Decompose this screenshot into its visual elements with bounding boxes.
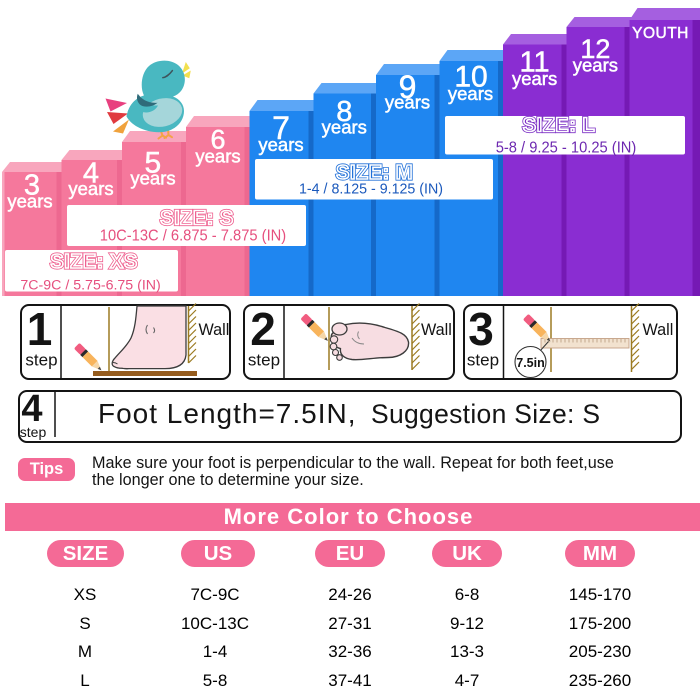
- svg-text:step: step: [20, 424, 47, 440]
- svg-text:12: 12: [580, 34, 610, 64]
- svg-text:9: 9: [399, 69, 417, 105]
- svg-text:YOUTH: YOUTH: [632, 25, 689, 42]
- svg-text:5: 5: [144, 147, 161, 180]
- svg-text:10: 10: [454, 61, 487, 94]
- svg-text:10C-13C / 6.875 - 7.875 (IN): 10C-13C / 6.875 - 7.875 (IN): [100, 227, 286, 245]
- svg-text:SIZE: M: SIZE: M: [336, 162, 413, 184]
- svg-text:step: step: [25, 351, 57, 370]
- svg-text:years: years: [68, 178, 113, 199]
- svg-text:7.5in: 7.5in: [516, 356, 545, 370]
- svg-text:step: step: [467, 351, 499, 370]
- svg-text:years: years: [322, 117, 367, 138]
- svg-text:years: years: [385, 91, 430, 112]
- svg-text:4: 4: [21, 388, 42, 430]
- svg-text:7C-9C / 5.75-6.75 (IN): 7C-9C / 5.75-6.75 (IN): [20, 278, 160, 294]
- svg-text:years: years: [195, 146, 240, 167]
- svg-text:SIZE: XS: SIZE: XS: [50, 251, 137, 273]
- svg-text:Wall: Wall: [421, 321, 452, 339]
- svg-text:3: 3: [468, 303, 494, 355]
- svg-text:11: 11: [520, 47, 550, 79]
- svg-text:years: years: [130, 168, 175, 189]
- svg-text:SIZE: XS: SIZE: XS: [50, 251, 137, 273]
- svg-text:years: years: [448, 83, 493, 104]
- svg-text:SIZE: L: SIZE: L: [523, 115, 595, 137]
- svg-text:5-8 / 9.25 - 10.25 (IN): 5-8 / 9.25 - 10.25 (IN): [496, 139, 637, 157]
- svg-text:6: 6: [210, 125, 225, 155]
- svg-text:1: 1: [27, 303, 53, 355]
- svg-text:Wall: Wall: [643, 321, 674, 339]
- svg-text:years: years: [7, 191, 52, 212]
- svg-text:3: 3: [24, 170, 40, 202]
- svg-text:years: years: [258, 134, 303, 155]
- svg-text:SIZE: S: SIZE: S: [160, 208, 234, 230]
- svg-text:SIZE: M: SIZE: M: [336, 162, 413, 184]
- svg-text:1-4 / 8.125 - 9.125 (IN): 1-4 / 8.125 - 9.125 (IN): [299, 181, 443, 197]
- svg-text:step: step: [248, 351, 280, 370]
- svg-text:years: years: [512, 68, 557, 89]
- svg-text:2: 2: [250, 303, 276, 355]
- svg-text:years: years: [573, 54, 618, 75]
- svg-text:Suggestion Size: S: Suggestion Size: S: [371, 399, 600, 429]
- svg-text:Foot Length=7.5IN,: Foot Length=7.5IN,: [98, 398, 357, 429]
- svg-text:7: 7: [272, 110, 290, 146]
- svg-text:SIZE: S: SIZE: S: [160, 208, 234, 230]
- svg-text:Wall: Wall: [199, 321, 230, 339]
- svg-text:SIZE: L: SIZE: L: [523, 115, 595, 137]
- svg-text:4: 4: [83, 158, 99, 190]
- svg-text:8: 8: [336, 96, 352, 128]
